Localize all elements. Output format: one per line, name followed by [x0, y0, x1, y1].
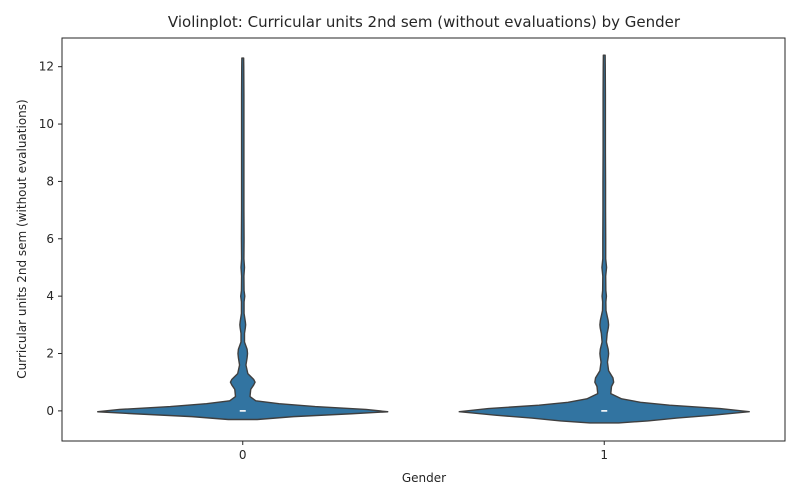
y-tick-label-4: 4 — [46, 289, 54, 303]
x-tick-label-1: 1 — [600, 448, 608, 462]
y-axis-ticks: 0 2 4 6 8 10 12 — [39, 60, 62, 418]
chart-title: Violinplot: Curricular units 2nd sem (wi… — [168, 13, 681, 31]
violins-layer — [97, 54, 750, 424]
x-axis-label: Gender — [402, 471, 446, 485]
violin-0 — [97, 57, 389, 421]
y-tick-label-6: 6 — [46, 232, 54, 246]
plot-frame — [61, 37, 786, 442]
y-tick-label-0: 0 — [46, 404, 54, 418]
y-tick-label-10: 10 — [39, 117, 54, 131]
y-tick-label-2: 2 — [46, 347, 54, 361]
violin-1 — [458, 54, 750, 424]
y-axis-label: Curricular units 2nd sem (without evalua… — [15, 99, 29, 378]
y-tick-label-8: 8 — [46, 174, 54, 188]
y-tick-label-12: 12 — [39, 60, 54, 74]
x-tick-label-0: 0 — [239, 448, 247, 462]
